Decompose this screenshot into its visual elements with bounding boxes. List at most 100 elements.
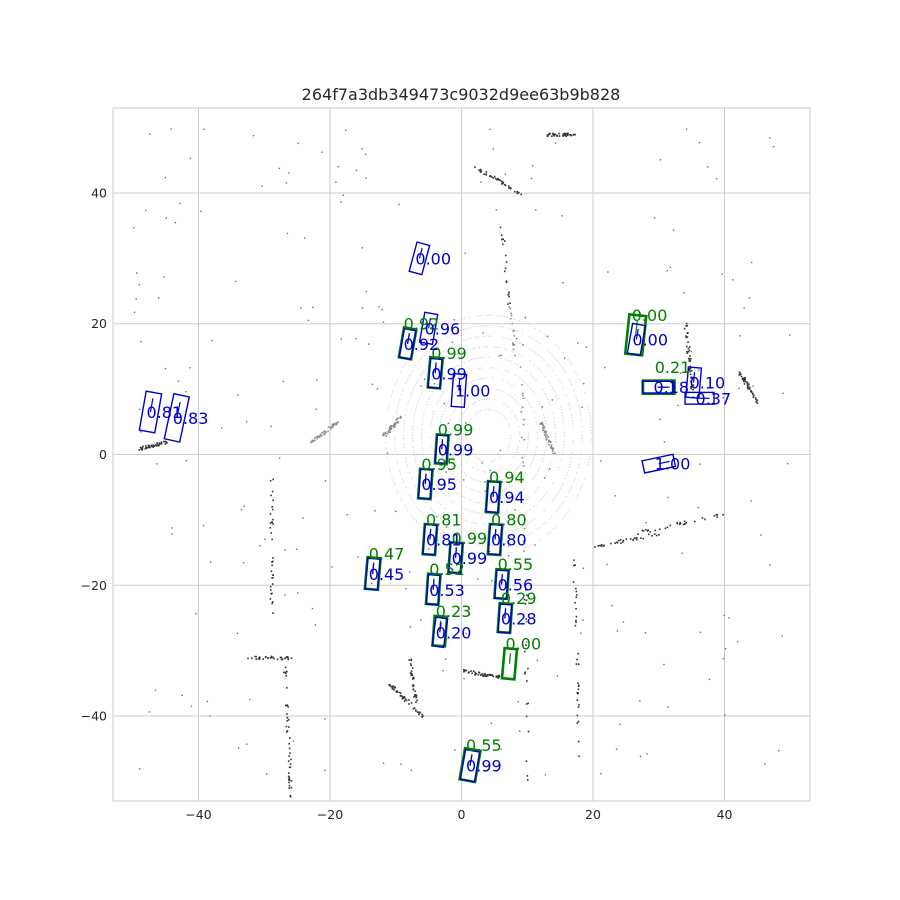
lidar-point [463,479,465,481]
lidar-point [447,484,449,486]
lidar-point [543,434,546,436]
lidar-point [503,453,505,455]
lidar-point [237,394,239,396]
lidar-point [501,489,504,492]
lidar-point [475,412,478,415]
lidar-point [288,787,290,789]
lidar-point [546,363,549,365]
lidar-point [502,478,504,481]
lidar-point [480,356,482,359]
lidar-point [499,469,501,471]
lidar-point [582,567,585,569]
lidar-point [542,457,544,459]
lidar-point [559,505,562,507]
lidar-point [508,498,510,500]
lidar-point [504,254,507,257]
lidar-point [468,552,470,555]
lidar-point [574,564,577,566]
lidar-point [265,773,268,775]
lidar-point [688,358,691,361]
lidar-point [321,432,323,434]
lidar-point [543,510,545,512]
lidar-point [512,348,515,351]
lidar-point [500,234,503,236]
lidar-point [540,422,543,425]
lidar-point [441,530,443,532]
lidar-point [677,404,679,407]
lidar-point [521,537,523,539]
lidar-point [553,497,556,499]
lidar-point [461,386,463,388]
lidar-point [430,422,433,424]
lidar-point [410,394,412,397]
lidar-point [527,432,530,434]
lidar-point [715,178,718,180]
lidar-point [420,392,423,394]
lidar-point [403,696,406,699]
lidar-point [558,507,560,510]
lidar-point [331,566,333,568]
lidar-point [479,169,481,172]
lidar-point [507,393,510,396]
lidar-point [707,166,709,168]
lidar-point [404,414,406,416]
lidar-point [327,426,330,428]
lidar-point [492,675,495,678]
lidar-point [365,177,367,179]
lidar-point [679,523,681,526]
lidar-point [611,604,613,607]
lidar-point [528,386,531,389]
lidar-point [355,337,357,340]
lidar-point [428,398,430,400]
prediction-box-heading [494,529,497,540]
lidar-point [471,510,473,513]
lidar-point [145,209,147,212]
lidar-point [522,344,524,346]
lidar-point [497,325,499,327]
lidar-point [287,775,290,778]
lidar-point [523,474,525,477]
lidar-point [394,450,397,453]
lidar-point [676,521,678,524]
lidar-point [288,742,291,745]
lidar-point [507,338,509,340]
lidar-point [414,458,416,460]
lidar-point [396,691,399,693]
lidar-point [692,386,695,389]
lidar-point [410,674,413,677]
lidar-point [257,657,260,660]
lidar-point [486,345,488,348]
lidar-point [423,378,426,380]
lidar-point [468,510,471,512]
lidar-point [249,698,251,701]
lidar-point [412,420,415,422]
lidar-point [496,502,498,504]
lidar-point [788,334,791,336]
lidar-point [506,521,508,523]
lidar-point [409,663,412,665]
lidar-point [414,365,417,367]
lidar-point [460,400,463,402]
lidar-point [445,471,447,473]
lidar-point [564,477,566,479]
lidar-point [431,334,434,336]
lidar-point [507,371,510,373]
lidar-point [415,694,417,696]
lidar-point [466,743,469,746]
lidar-point [414,694,416,696]
lidar-point [682,523,685,526]
lidar-point [572,581,575,583]
lidar-point [391,425,394,427]
lidar-point [433,536,435,539]
lidar-point [313,437,316,439]
lidar-point [620,542,622,544]
lidar-point [697,506,700,509]
lidar-point [450,512,452,514]
lidar-point [547,436,549,438]
lidar-point [486,314,488,316]
lidar-point [530,388,532,391]
lidar-point [400,763,402,765]
lidar-point [558,466,561,468]
lidar-point [575,496,578,499]
lidar-point [448,469,450,471]
